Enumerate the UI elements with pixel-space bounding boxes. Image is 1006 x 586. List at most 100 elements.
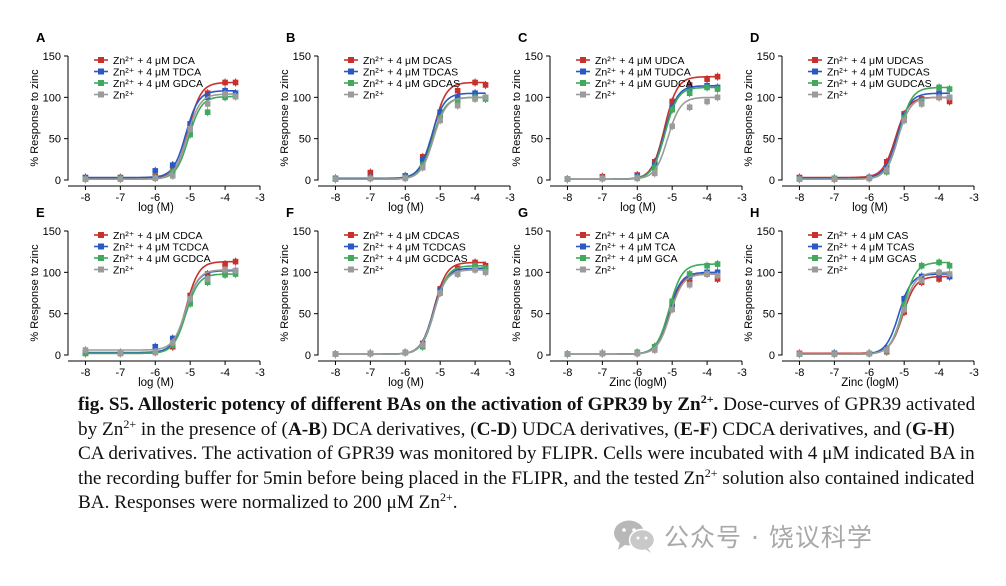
fit-curve-4 bbox=[85, 93, 236, 180]
x-axis-label: log (M) bbox=[388, 377, 424, 389]
data-point bbox=[187, 131, 193, 138]
legend-label: Zn²⁺ + 4 μM GDCAS bbox=[363, 78, 460, 90]
legend-marker bbox=[580, 68, 586, 75]
data-point bbox=[82, 347, 89, 353]
panel-b: B 0 50 100 150 -8 -7 -6 -5 -4 -3 log (M) % Response … bbox=[279, 30, 515, 214]
legend-label: Zn²⁺ + 4 μM GDCA bbox=[113, 78, 203, 90]
x-axis-label: log (M) bbox=[620, 202, 656, 214]
y-axis-label: % Response to zinc bbox=[279, 69, 291, 167]
legend-label: Zn²⁺ bbox=[113, 89, 135, 101]
data-point bbox=[796, 351, 803, 357]
data-point bbox=[686, 271, 693, 277]
x-tick-label: -7 bbox=[597, 367, 607, 379]
legend-label: Zn²⁺ + 4 μM TDCAS bbox=[363, 66, 458, 78]
fit-curve-3 bbox=[567, 263, 718, 355]
x-tick-label: -4 bbox=[220, 192, 230, 204]
legend-label: Zn²⁺ + 4 μM CDCA bbox=[113, 230, 202, 242]
legend-marker bbox=[348, 57, 354, 63]
x-tick-label: -5 bbox=[185, 192, 195, 204]
y-tick-label: 0 bbox=[305, 350, 311, 362]
data-point bbox=[187, 120, 193, 127]
x-tick-label: -3 bbox=[969, 367, 979, 379]
data-point bbox=[222, 267, 228, 273]
data-point bbox=[866, 175, 873, 182]
y-tick-label: 50 bbox=[299, 134, 311, 146]
data-point bbox=[936, 94, 942, 101]
data-point bbox=[482, 82, 489, 88]
data-point bbox=[472, 79, 478, 86]
x-tick-label: -4 bbox=[220, 367, 230, 379]
x-tick-label: -3 bbox=[505, 192, 515, 204]
legend-marker bbox=[348, 91, 354, 98]
legend-label: Zn²⁺ bbox=[595, 89, 617, 101]
x-tick-label: -5 bbox=[185, 367, 195, 379]
legend-marker bbox=[98, 91, 104, 98]
fit-curve-2 bbox=[335, 267, 486, 355]
legend-marker bbox=[580, 57, 586, 63]
data-point bbox=[946, 86, 953, 92]
data-point bbox=[454, 102, 461, 109]
data-point bbox=[686, 90, 693, 96]
data-point bbox=[117, 176, 124, 182]
data-point bbox=[714, 272, 721, 279]
fit-curve-4 bbox=[799, 96, 950, 180]
y-tick-label: 150 bbox=[525, 226, 543, 238]
data-point bbox=[651, 170, 658, 177]
fit-curve-3 bbox=[799, 86, 950, 180]
panel-letter: G bbox=[518, 205, 528, 220]
x-axis-label: Zinc (logM) bbox=[609, 377, 667, 389]
data-point bbox=[402, 175, 409, 182]
x-tick-label: -6 bbox=[632, 192, 642, 204]
panel-letter: F bbox=[286, 205, 294, 220]
panel-f: F 0 50 100 150 -8 -7 -6 -5 -4 -3 log (M) % Response … bbox=[279, 205, 515, 389]
legend-marker bbox=[812, 232, 818, 238]
data-point bbox=[204, 271, 211, 277]
legend-label: Zn²⁺ + 4 μM TDCA bbox=[113, 66, 201, 78]
data-point bbox=[866, 350, 873, 357]
fit-curve-4 bbox=[335, 96, 486, 180]
data-point bbox=[918, 277, 925, 284]
y-tick-label: 100 bbox=[293, 92, 311, 104]
y-axis-label: % Response to zinc bbox=[511, 69, 523, 167]
y-tick-label: 50 bbox=[49, 309, 61, 321]
y-tick-label: 100 bbox=[525, 92, 543, 104]
watermark-text: 公众号 · 饶议科学 bbox=[664, 523, 873, 552]
x-tick-label: -8 bbox=[795, 367, 805, 379]
data-point bbox=[152, 168, 159, 174]
x-axis-label: Zinc (logM) bbox=[841, 377, 899, 389]
x-tick-label: -4 bbox=[470, 367, 480, 379]
legend-label: Zn²⁺ + 4 μM TUDCAS bbox=[827, 66, 930, 78]
data-point bbox=[883, 347, 890, 353]
x-tick-label: -6 bbox=[150, 367, 160, 379]
y-tick-label: 0 bbox=[55, 175, 61, 187]
x-tick-label: -5 bbox=[667, 367, 677, 379]
y-tick-label: 150 bbox=[757, 226, 775, 238]
legend-label: Zn²⁺ + 4 μM UDCAS bbox=[827, 55, 923, 67]
x-tick-label: -3 bbox=[737, 192, 747, 204]
data-point bbox=[669, 106, 675, 113]
data-point bbox=[232, 79, 239, 86]
data-point bbox=[634, 350, 641, 357]
data-point bbox=[901, 302, 907, 309]
legend-marker bbox=[98, 255, 104, 261]
x-axis-label: log (M) bbox=[138, 377, 174, 389]
legend-label: Zn²⁺ + 4 μM GCDCAS bbox=[363, 253, 468, 265]
x-tick-label: -6 bbox=[150, 192, 160, 204]
panel-letter: D bbox=[750, 30, 759, 45]
legend-label: Zn²⁺ + 4 μM GUDCA bbox=[595, 78, 693, 90]
x-axis-label: log (M) bbox=[138, 202, 174, 214]
legend-marker bbox=[812, 266, 818, 273]
data-point bbox=[187, 125, 193, 132]
legend-marker bbox=[98, 80, 104, 86]
data-point bbox=[704, 262, 710, 269]
panel-a: A 0 50 100 150 -8 -7 -6 -5 -4 -3 log (M) % Response … bbox=[29, 30, 265, 214]
data-point bbox=[437, 117, 443, 124]
data-point bbox=[332, 351, 339, 357]
data-point bbox=[918, 101, 925, 107]
data-point bbox=[222, 79, 228, 86]
y-tick-label: 150 bbox=[43, 226, 61, 238]
fit-curve-1 bbox=[85, 81, 236, 180]
legend-marker bbox=[812, 255, 818, 261]
y-axis-label: % Response to zinc bbox=[743, 69, 755, 167]
data-point bbox=[651, 164, 658, 171]
